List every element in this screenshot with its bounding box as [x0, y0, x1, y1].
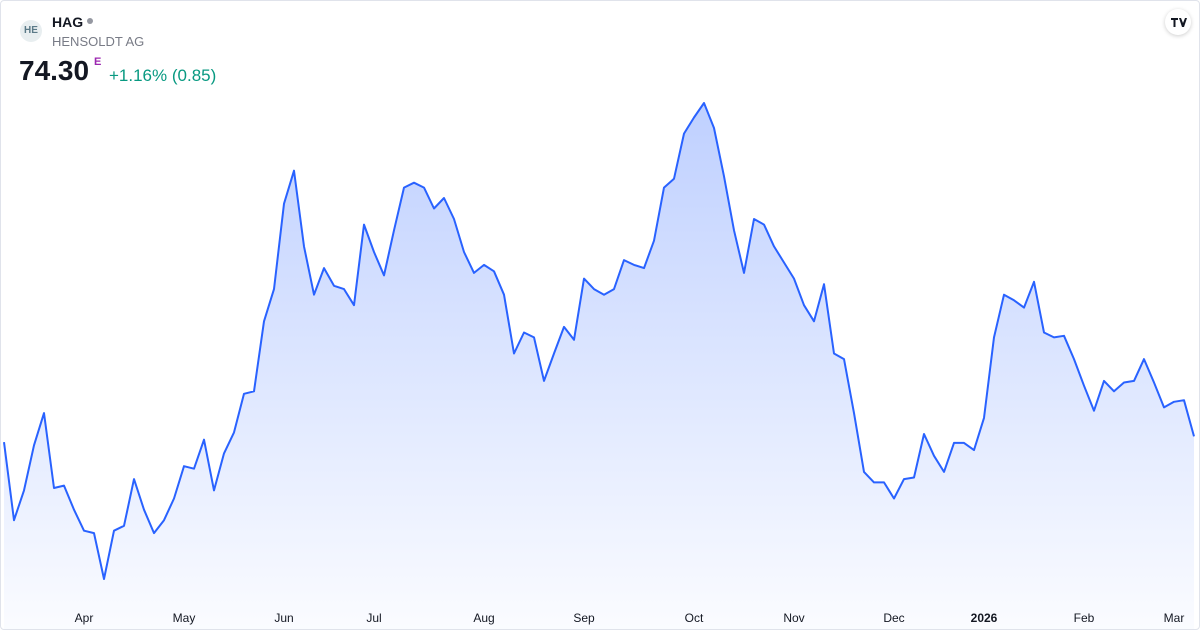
- x-tick-label: Apr: [75, 611, 94, 625]
- x-tick-label: Dec: [883, 611, 904, 625]
- price-change: +1.16% (0.85): [109, 66, 217, 85]
- x-tick-label: Mar: [1164, 611, 1185, 625]
- company-name: HENSOLDT AG: [52, 34, 145, 49]
- x-tick-label: Sep: [573, 611, 595, 625]
- logo: HE: [20, 20, 42, 42]
- brand-logo[interactable]: [1165, 9, 1191, 35]
- x-tick-label: Nov: [783, 611, 804, 625]
- x-tick-label: Oct: [685, 611, 704, 625]
- price-line: [3, 102, 1195, 580]
- area-fill: [4, 103, 1194, 629]
- status-dot: [87, 18, 93, 24]
- price-flag: E: [94, 56, 102, 68]
- x-tick-label: 2026: [971, 611, 998, 625]
- x-tick-label: Feb: [1074, 611, 1095, 625]
- x-tick-label: Jun: [274, 611, 293, 625]
- symbol[interactable]: HAG: [52, 14, 84, 30]
- x-tick-label: Aug: [473, 611, 494, 625]
- x-tick-label: May: [173, 611, 196, 625]
- brand-icon: [1171, 18, 1187, 27]
- x-tick-label: Jul: [366, 611, 381, 625]
- price: 74.30: [19, 55, 90, 86]
